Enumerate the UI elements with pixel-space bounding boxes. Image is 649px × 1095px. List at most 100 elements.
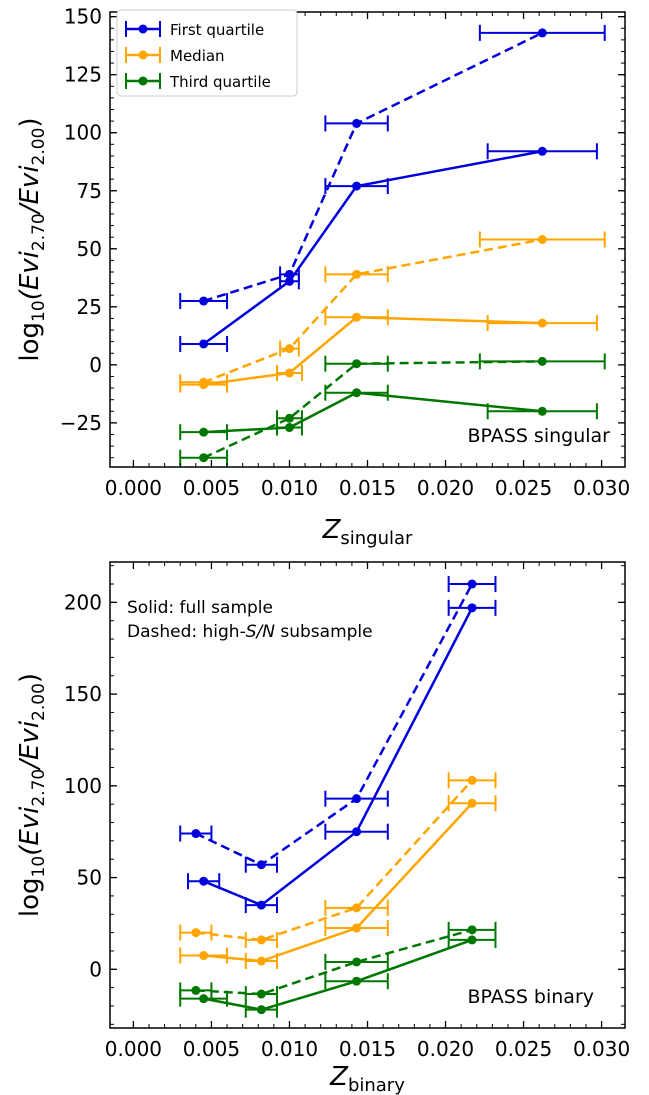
- y-axis-label-singular: log10(Evi2.70/Evi2.00): [15, 117, 49, 361]
- data-point: [467, 798, 477, 808]
- data-point: [467, 775, 477, 785]
- ticks-binary: 0.000 0.005 0.010 0.015 0.020 0.025 0.030 0 50 10…: [64, 562, 630, 1061]
- legend-label-first-quartile: First quartile: [170, 21, 264, 39]
- data-point: [352, 923, 362, 933]
- data-point: [467, 579, 477, 589]
- series-median-solid: [179, 309, 598, 393]
- series-first-quartile-dashed: [179, 576, 497, 873]
- x-tick-label: 0.005: [183, 1037, 240, 1061]
- data-point: [467, 925, 477, 935]
- data-point: [199, 377, 209, 387]
- series-third-quartile-dashed: [179, 353, 606, 466]
- series-third-quartile-dashed: [179, 921, 497, 1003]
- data-point: [284, 276, 294, 286]
- data-point: [284, 269, 294, 279]
- series-line: [203, 802, 473, 963]
- data-point: [352, 269, 362, 279]
- series-median-dashed: [179, 231, 606, 391]
- y-tick-label: 200: [64, 590, 102, 614]
- y-tick-label: −25: [60, 411, 102, 435]
- data-point: [352, 118, 362, 128]
- legend-label-median: Median: [170, 47, 225, 65]
- x-tick-label: 0.020: [417, 476, 474, 500]
- y-axis-label-binary: log10(Evi2.70/Evi2.00): [15, 673, 49, 917]
- y-tick-label: 25: [77, 295, 102, 319]
- series-line: [195, 779, 473, 942]
- data-point: [256, 900, 266, 910]
- chart-singular: 0.000 0.005 0.010 0.015 0.020 0.025 0.030 −25 0 2…: [15, 5, 630, 549]
- ticks-singular: 0.000 0.005 0.010 0.015 0.020 0.025 0.030 −25 0 2…: [60, 5, 630, 500]
- y-tick-label: 150: [64, 5, 102, 29]
- x-tick-label: 0.000: [105, 1037, 162, 1061]
- series-line: [203, 607, 474, 907]
- data-point: [284, 368, 294, 378]
- data-point: [199, 994, 209, 1004]
- data-point: [352, 794, 362, 804]
- data-point: [537, 28, 547, 38]
- x-tick-label: 0.025: [495, 1037, 552, 1061]
- x-tick-label: 0.010: [261, 476, 318, 500]
- data-point: [256, 935, 266, 945]
- y-tick-label: 100: [64, 774, 102, 798]
- y-tick-label: 100: [64, 121, 102, 145]
- x-tick-label: 0.015: [339, 1037, 396, 1061]
- data-point: [256, 956, 266, 966]
- y-tick-label: 0: [89, 957, 102, 981]
- data-point: [537, 146, 547, 156]
- x-axis-label-binary: Zbinary: [329, 1062, 405, 1095]
- series-first-quartile-solid: [187, 599, 497, 914]
- data-point: [199, 951, 209, 961]
- data-point: [352, 903, 362, 913]
- x-tick-label: 0.015: [339, 476, 396, 500]
- data-point: [199, 453, 209, 463]
- series-median-dashed: [179, 772, 497, 948]
- series-line: [203, 360, 543, 459]
- data-point: [352, 976, 362, 986]
- x-axis-label-singular: Zsingular: [322, 515, 413, 549]
- y-tick-label: 125: [64, 63, 102, 87]
- data-point: [467, 935, 477, 945]
- data-point: [191, 829, 201, 839]
- series-line: [202, 150, 543, 345]
- y-tick-label: 50: [77, 866, 102, 890]
- data-point: [199, 339, 209, 349]
- legend: First quartile Median Third quartile: [116, 9, 298, 97]
- data-point: [199, 427, 209, 437]
- data-point: [191, 985, 201, 995]
- y-tick-label: 150: [64, 682, 102, 706]
- data-point: [284, 413, 294, 423]
- series-third-quartile-solid: [179, 931, 497, 1018]
- data-point: [352, 312, 362, 322]
- x-tick-label: 0.030: [573, 476, 630, 500]
- data-point: [191, 928, 201, 938]
- chart-marks-singular: [179, 24, 606, 466]
- data-point: [352, 181, 362, 191]
- series-first-quartile-dashed: [179, 24, 606, 310]
- legend-entry-median: Median: [125, 47, 225, 65]
- x-tick-label: 0.010: [261, 1037, 318, 1061]
- data-point: [256, 989, 266, 999]
- series-median-solid: [179, 795, 497, 970]
- data-point: [467, 603, 477, 613]
- annotation-bpass-binary: BPASS binary: [467, 986, 594, 1008]
- series-line: [195, 583, 474, 867]
- x-tick-label: 0.030: [573, 1037, 630, 1061]
- data-point: [537, 356, 547, 366]
- data-point: [352, 388, 362, 398]
- data-point: [537, 235, 547, 244]
- y-tick-label: 50: [77, 237, 102, 261]
- x-tick-label: 0.025: [495, 476, 552, 500]
- series-line: [203, 316, 543, 386]
- data-point: [199, 876, 209, 886]
- series-line: [203, 238, 543, 384]
- note-dashed-line: Dashed: high-S/N subsample: [127, 622, 373, 642]
- legend-entry-first-quartile: First quartile: [125, 21, 264, 39]
- series-first-quartile-solid: [179, 143, 598, 352]
- y-tick-label: 75: [77, 179, 102, 203]
- data-point: [352, 359, 362, 369]
- x-tick-label: 0.000: [105, 476, 162, 500]
- data-point: [284, 423, 294, 433]
- series-line: [195, 928, 473, 996]
- data-point: [352, 827, 362, 837]
